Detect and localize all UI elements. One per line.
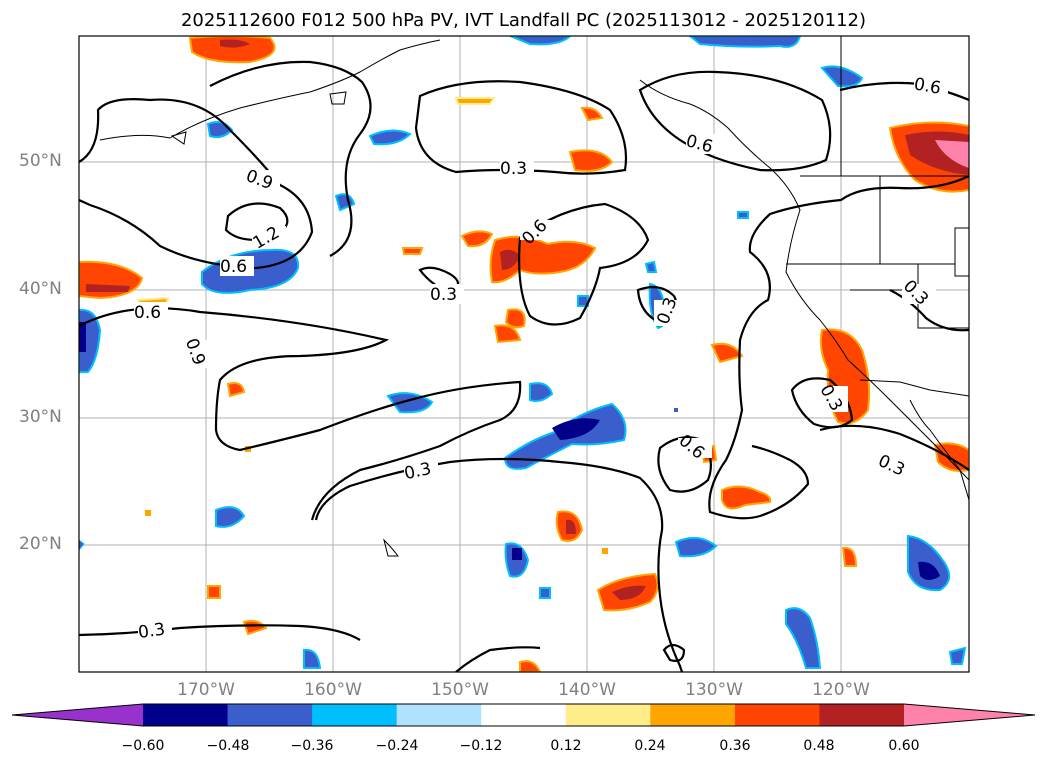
colorbar-segment: [396, 704, 482, 726]
colorbar-segment: [819, 704, 905, 726]
contour-label: 0.3: [875, 451, 908, 481]
contour-label: 0.6: [134, 303, 161, 323]
colorbar-extend-low: [12, 704, 143, 726]
lon-label: 160°W: [304, 680, 362, 700]
colorbar-segment: [481, 704, 567, 726]
colorbar-segment: [650, 704, 736, 726]
map-frame: [78, 35, 970, 673]
colorbar-tick-label: −0.36: [290, 738, 334, 754]
colorbar-tick-label: −0.24: [375, 738, 419, 754]
colorbar-tick-label: 0.12: [550, 738, 582, 754]
colorbar-segment: [312, 704, 398, 726]
colorbar-tick-label: −0.60: [121, 738, 165, 754]
colorbar-tick-label: 0.24: [634, 738, 666, 754]
contour-label: 0.3: [430, 285, 457, 305]
contour-label: 0.3: [402, 459, 433, 484]
colorbar-tick-label: −0.12: [459, 738, 503, 754]
lat-label: 20°N: [19, 534, 62, 554]
contour-label: 0.3: [500, 159, 527, 179]
map-title: 2025112600 F012 500 hPa PV, IVT Landfall…: [180, 10, 867, 31]
pv-contours: [79, 60, 969, 672]
colorbar-segment: [734, 704, 820, 726]
lat-label: 50°N: [19, 151, 62, 171]
lon-label: 130°W: [685, 680, 743, 700]
contour-label: 0.3: [899, 276, 932, 309]
lon-label: 120°W: [812, 680, 870, 700]
lon-label: 170°W: [177, 680, 235, 700]
colorbar-tick-label: 0.48: [803, 738, 835, 754]
colorbar-segment: [565, 704, 651, 726]
positive-anomaly-fill: [79, 36, 969, 672]
colorbar-outline: [11, 703, 1036, 727]
contour-label: 0.6: [912, 74, 942, 98]
contour-label: 0.6: [220, 257, 247, 277]
colorbar: [11, 703, 1036, 727]
lon-label: 150°W: [431, 680, 489, 700]
lat-label: 40°N: [19, 279, 62, 299]
lon-label: 140°W: [558, 680, 616, 700]
borders: [786, 36, 969, 397]
coastlines: [99, 39, 969, 557]
colorbar-tick-label: −0.48: [206, 738, 250, 754]
colorbar-segment: [143, 704, 229, 726]
colorbar-extend-high: [904, 704, 1035, 726]
contour-label: 0.3: [137, 620, 167, 644]
colorbar-segment: [227, 704, 313, 726]
lat-label: 30°N: [19, 407, 62, 427]
colorbar-tick-label: 0.36: [719, 738, 751, 754]
colorbar-tick-label: 0.60: [888, 738, 920, 754]
